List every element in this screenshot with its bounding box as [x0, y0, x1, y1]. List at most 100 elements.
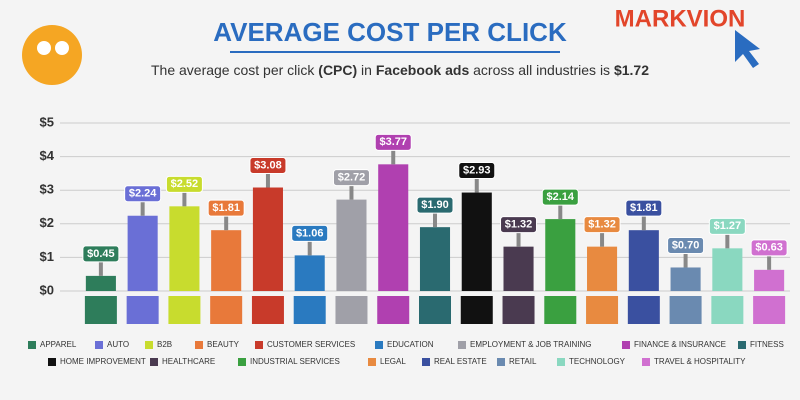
value-label: $2.93 — [463, 164, 491, 176]
legend-label: EDUCATION — [387, 340, 434, 349]
legend-label: AUTO — [107, 340, 129, 349]
bar — [545, 219, 576, 291]
y-tick-label: $1 — [40, 249, 54, 264]
value-label: $0.70 — [672, 239, 700, 251]
value-label-box — [165, 175, 203, 193]
value-label: $0.45 — [87, 248, 115, 260]
legend-label: APPAREL — [40, 340, 77, 349]
y-tick-label: $3 — [40, 182, 54, 197]
legend-label: HOME IMPROVEMENT — [60, 357, 146, 366]
value-label: $1.81 — [630, 202, 658, 214]
mascot-eye — [37, 41, 51, 55]
value-label: $3.77 — [379, 136, 407, 148]
chart-title: AVERAGE COST PER CLICK — [213, 17, 567, 47]
y-tick-label: $4 — [40, 148, 55, 163]
legend-swatch — [738, 341, 746, 349]
value-label-box — [291, 224, 329, 242]
legend-label: HEALTHCARE — [162, 357, 215, 366]
legend-swatch — [375, 341, 383, 349]
subtitle: The average cost per click (CPC) in Face… — [151, 62, 649, 78]
value-label-box — [583, 216, 621, 234]
legend-label: CUSTOMER SERVICES — [267, 340, 355, 349]
bar — [461, 192, 492, 291]
legend-swatch — [642, 358, 650, 366]
value-label: $1.32 — [505, 219, 533, 231]
value-label-box — [625, 199, 663, 217]
legend-swatch — [238, 358, 246, 366]
bar — [378, 164, 409, 291]
legend-swatch — [622, 341, 630, 349]
y-tick-label: $2 — [40, 215, 54, 230]
legend-label: FINANCE & INSURANCE — [634, 340, 726, 349]
value-label: $1.06 — [296, 227, 324, 239]
legend-label: LEGAL — [380, 357, 406, 366]
bar — [127, 215, 158, 291]
legend-swatch — [255, 341, 263, 349]
bar — [587, 246, 618, 291]
mascot-eye — [55, 41, 69, 55]
value-label-box — [416, 196, 454, 214]
category-icon — [335, 296, 368, 324]
legend-swatch — [368, 358, 376, 366]
legend-label: TRAVEL & HOSPITALITY — [654, 357, 746, 366]
subtitle-part: Facebook ads — [376, 62, 470, 78]
bar — [670, 267, 701, 291]
bar — [712, 248, 743, 291]
value-label-box — [374, 133, 412, 151]
value-label-box — [458, 162, 496, 180]
mascot — [22, 25, 82, 85]
category-icon — [126, 296, 159, 324]
value-label-box — [82, 245, 120, 263]
value-label: $2.72 — [338, 172, 366, 184]
bar — [336, 199, 367, 291]
legend-label: EMPLOYMENT & JOB TRAINING — [470, 340, 592, 349]
value-label: $2.14 — [547, 191, 575, 203]
legend-label: RETAIL — [509, 357, 537, 366]
legend-swatch — [497, 358, 505, 366]
y-tick-label: $0 — [40, 282, 54, 297]
value-label: $1.27 — [714, 220, 742, 232]
value-label: $0.63 — [755, 242, 783, 254]
category-icon — [711, 296, 744, 324]
legend-label: FITNESS — [750, 340, 784, 349]
value-label-box — [207, 199, 245, 217]
category-icon — [544, 296, 577, 324]
value-label-box — [500, 216, 538, 234]
legend-label: BEAUTY — [207, 340, 240, 349]
bar — [503, 246, 534, 291]
category-icon — [669, 296, 702, 324]
bar — [211, 230, 242, 291]
subtitle-part: $1.72 — [614, 62, 649, 78]
cursor-icon — [735, 30, 760, 68]
value-label-box — [541, 188, 579, 206]
value-label: $2.24 — [129, 188, 157, 200]
category-icon — [753, 296, 786, 324]
subtitle-part: The average cost per click — [151, 62, 318, 78]
category-icon — [251, 296, 284, 324]
bar — [419, 227, 451, 291]
y-tick-label: $5 — [40, 114, 54, 129]
category-icon — [293, 296, 326, 324]
value-label: $3.08 — [254, 159, 282, 171]
brand-logo: MARKVION — [615, 5, 746, 32]
category-icon — [168, 296, 201, 324]
bar — [294, 255, 325, 291]
legend-swatch — [150, 358, 158, 366]
bar — [252, 187, 283, 291]
legend-label: REAL ESTATE — [434, 357, 487, 366]
category-icon — [502, 296, 535, 324]
category-icon — [460, 296, 493, 324]
bar — [169, 206, 200, 291]
category-icon — [210, 296, 243, 324]
subtitle-part: (CPC) — [318, 62, 357, 78]
subtitle-part: across all industries is — [469, 62, 614, 78]
bar — [85, 275, 116, 291]
value-label-box — [124, 185, 162, 203]
category-icon — [419, 296, 451, 324]
bar — [754, 269, 785, 291]
legend-label: B2B — [157, 340, 172, 349]
value-label: $2.52 — [171, 178, 199, 190]
legend-swatch — [422, 358, 430, 366]
legend-swatch — [48, 358, 56, 366]
